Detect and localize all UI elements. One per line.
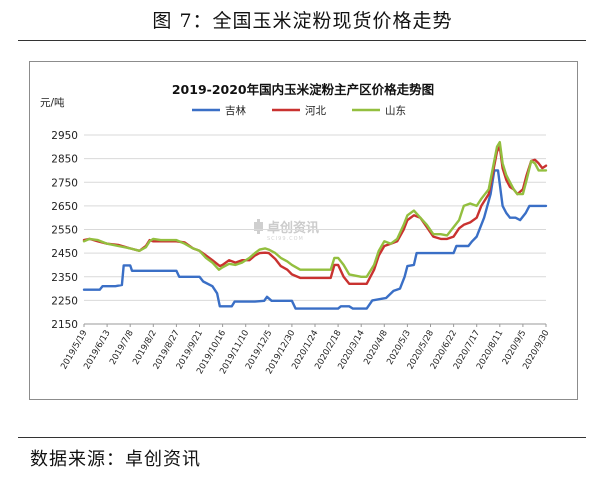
line-chart: 2019-2020年国内玉米淀粉主产区价格走势图 元/吨 吉林 河北 山东 卓创资讯… <box>40 82 552 376</box>
y-tick-label: 2950 <box>51 130 78 142</box>
figure-title: 图 7：全国玉米淀粉现货价格走势 <box>152 10 453 32</box>
x-axis-ticks: 2019/5/192019/6/132019/7/82019/8/22019/8… <box>59 324 552 376</box>
bottom-divider <box>18 437 586 438</box>
legend-label-jilin: 吉林 <box>225 104 246 117</box>
y-tick-label: 2550 <box>51 225 78 237</box>
series-line-shandong <box>82 140 548 278</box>
y-tick-label: 2750 <box>51 177 78 189</box>
y-tick-label: 2150 <box>51 319 78 331</box>
watermark-subtext: SCI99.COM <box>267 236 304 242</box>
legend-label-shandong: 山东 <box>385 104 406 117</box>
data-source: 数据来源：卓创资讯 <box>30 449 201 470</box>
y-tick-label: 2450 <box>51 248 78 260</box>
y-axis-ticks: 2150 2250 2350 2450 2550 2650 2750 2850 2950 <box>51 130 78 331</box>
chart-title: 2019-2020年国内玉米淀粉主产区价格走势图 <box>172 82 434 97</box>
series-lines <box>82 140 548 310</box>
y-tick-label: 2650 <box>51 201 78 213</box>
chart-frame: 2019-2020年国内玉米淀粉主产区价格走势图 元/吨 吉林 河北 山东 卓创资讯… <box>29 61 578 400</box>
y-tick-label: 2350 <box>51 272 78 284</box>
watermark: 卓创资讯 SCI99.COM <box>254 219 319 242</box>
series-line-hebei <box>82 145 548 285</box>
watermark-text: 卓创资讯 <box>267 220 319 236</box>
legend: 吉林 河北 山东 <box>192 104 406 117</box>
gridlines <box>84 134 546 325</box>
y-tick-label: 2850 <box>51 154 78 166</box>
y-axis-unit: 元/吨 <box>40 96 65 109</box>
top-divider <box>18 40 586 41</box>
legend-label-hebei: 河北 <box>305 105 326 117</box>
y-tick-label: 2250 <box>51 295 78 307</box>
